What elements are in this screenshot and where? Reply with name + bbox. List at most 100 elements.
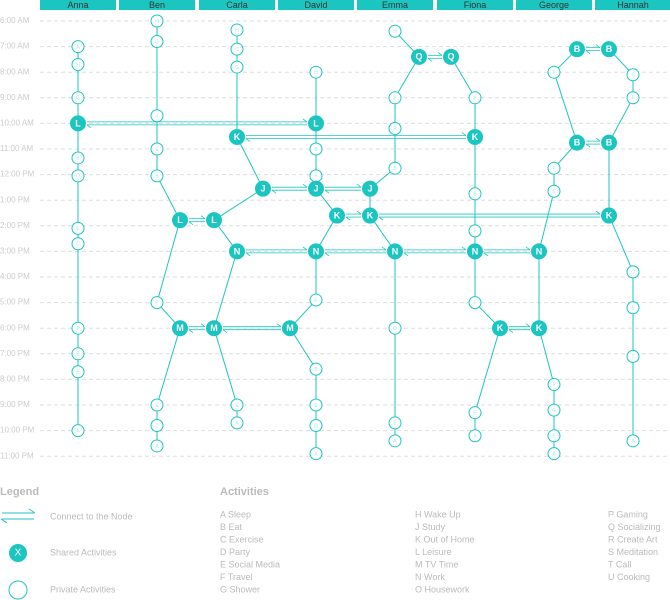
shared-links [86, 44, 601, 334]
link-head [324, 252, 330, 257]
private-node [388, 416, 402, 430]
private-node [150, 418, 164, 432]
activity-item: K Out of Home [415, 534, 475, 544]
shared-node [569, 41, 585, 58]
private-node [71, 58, 85, 72]
private-node-label: E [155, 147, 159, 153]
shared-node-label: B [574, 44, 581, 54]
activity-item: S Meditation [608, 547, 658, 557]
private-node [468, 429, 482, 443]
link-head [595, 210, 601, 215]
shared-node-label: M [176, 323, 184, 333]
shared-node-label: J [313, 184, 318, 194]
private-node-label: F [552, 166, 555, 172]
time-label: 8:00 PM [0, 375, 30, 384]
activity-item: J Study [415, 522, 446, 532]
private-node [71, 365, 85, 379]
legend-shared: Shared Activities [50, 547, 117, 557]
shared-node [172, 320, 188, 337]
private-node-label: A [76, 44, 80, 50]
time-label: 11:00 AM [0, 144, 34, 153]
link-head [200, 323, 206, 328]
shared-link [245, 246, 308, 257]
shared-node-label: M [286, 323, 294, 333]
shared-link [585, 44, 601, 54]
private-node-label: F [314, 298, 317, 304]
private-node [230, 416, 244, 430]
link-head [525, 323, 531, 328]
private-node [626, 68, 640, 82]
header-box [595, 0, 670, 10]
time-label: 10:00 PM [0, 426, 35, 435]
shared-node-label: B [574, 137, 581, 147]
private-node [626, 434, 640, 448]
private-node [71, 151, 85, 165]
link-head [302, 246, 308, 251]
time-label: 10:00 AM [0, 119, 34, 128]
private-node-label: G [235, 65, 239, 71]
private-node-label: P [155, 300, 159, 306]
private-node [626, 265, 640, 279]
time-label: 6:00 AM [0, 16, 30, 25]
header-box [357, 0, 433, 10]
shared-node [411, 48, 427, 65]
shared-node [329, 207, 345, 224]
shared-node [70, 115, 86, 132]
link-head [378, 216, 384, 221]
private-node-label: A [631, 439, 635, 445]
link-head [585, 143, 591, 148]
shared-node [531, 243, 547, 260]
shared-node-label: N [392, 246, 399, 256]
link-head [437, 52, 443, 56]
private-node [71, 347, 85, 361]
private-node-label: B [314, 367, 318, 373]
shared-node-label: N [313, 246, 320, 256]
link-head [461, 132, 467, 136]
link-head [324, 189, 330, 194]
private-node [547, 65, 561, 79]
private-node [626, 349, 640, 363]
activity-item: Q Socializing [608, 522, 661, 532]
shared-node-label: K [536, 323, 543, 333]
person-line [213, 29, 264, 423]
private-node [547, 184, 561, 198]
private-node [150, 34, 164, 48]
link-head [245, 252, 251, 257]
header-box [278, 0, 354, 10]
shared-node [601, 134, 617, 151]
shared-node-label: B [606, 44, 613, 54]
time-label: 6:00 PM [0, 323, 30, 332]
header-label: David [304, 0, 327, 10]
activity-item: P Gaming [608, 509, 648, 519]
private-node-label: O [393, 326, 397, 332]
private-node-label: T [631, 354, 634, 360]
private-node [150, 109, 164, 123]
time-label: 7:00 PM [0, 349, 30, 358]
private-node-label: G [76, 96, 80, 102]
private-node-label: E [552, 434, 556, 440]
time-label: 12:00 PM [0, 170, 35, 179]
header-box [40, 0, 116, 10]
private-node [150, 439, 164, 453]
private-node-label: E [235, 403, 239, 409]
link-head [403, 252, 409, 257]
shared-node-label: K [497, 323, 504, 333]
header-label: George [539, 0, 569, 10]
shared-node-label: L [177, 215, 183, 225]
shared-node-label: Q [415, 52, 422, 62]
shared-node [387, 243, 403, 260]
private-node [230, 23, 244, 37]
shared-link [324, 246, 387, 257]
time-label: 8:00 AM [0, 67, 30, 76]
activity-item: L Leisure [415, 547, 452, 557]
private-node-label: E [393, 421, 397, 427]
private-node-label: C [235, 47, 239, 53]
private-node-label: F [473, 96, 476, 102]
shared-node-label: L [313, 118, 319, 128]
shared-node [206, 212, 222, 229]
private-node-label: A [76, 428, 80, 434]
shared-link [403, 246, 467, 257]
private-node-label: E [76, 370, 80, 376]
private-node [388, 321, 402, 335]
private-node [150, 14, 164, 28]
